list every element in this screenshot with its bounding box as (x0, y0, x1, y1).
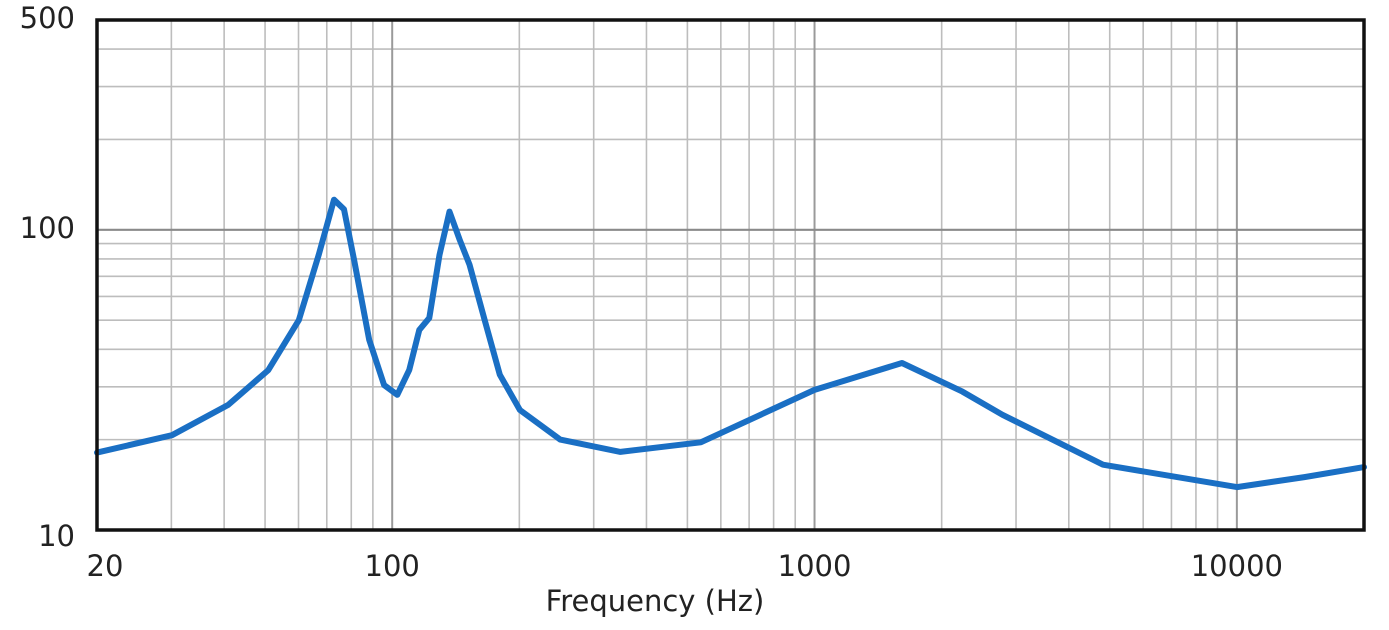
y-tick-label: 100 (20, 211, 75, 245)
y-tick-label: 500 (20, 1, 75, 35)
data-line (94, 196, 1367, 491)
plot-frame (95, 18, 1366, 532)
y-tick-label: 10 (38, 519, 75, 553)
x-tick-label: 10000 (1191, 549, 1283, 583)
x-tick-label: 1000 (778, 549, 852, 583)
x-axis-label: Frequency (Hz) (546, 584, 765, 618)
x-tick-label: 20 (87, 549, 124, 583)
x-tick-label: 100 (365, 549, 420, 583)
